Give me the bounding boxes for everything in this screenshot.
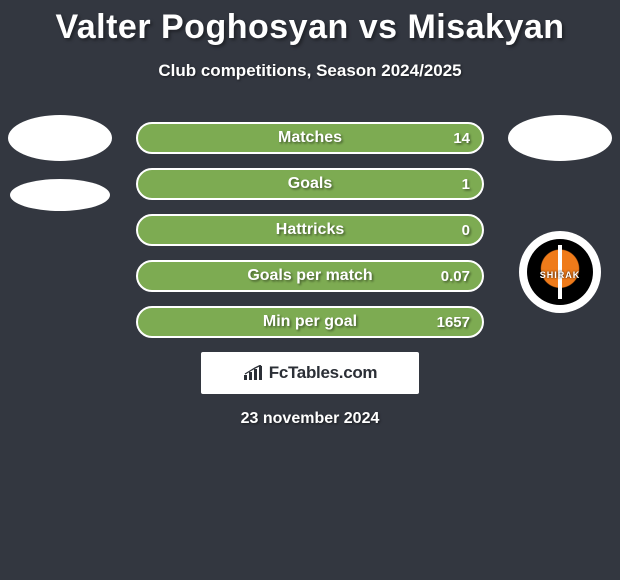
stat-label: Matches <box>278 129 342 147</box>
stat-bar: Goals 1 <box>136 168 484 200</box>
right-badge-1 <box>508 115 612 161</box>
left-badge-1 <box>8 115 112 161</box>
logo-text: FcTables.com <box>269 363 378 383</box>
stat-value: 0 <box>462 222 470 239</box>
left-badge-2 <box>10 179 110 211</box>
stat-value: 1657 <box>437 314 470 331</box>
stat-bar: Min per goal 1657 <box>136 306 484 338</box>
stat-bar: Hattricks 0 <box>136 214 484 246</box>
date-text: 23 november 2024 <box>0 410 620 428</box>
stat-value: 14 <box>453 130 470 147</box>
club-badge-text: SHIRAK <box>519 270 601 280</box>
right-badge-column: SHIRAK <box>508 115 612 313</box>
stat-label: Goals per match <box>247 267 372 285</box>
page-title: Valter Poghosyan vs Misakyan <box>0 0 620 47</box>
subtitle: Club competitions, Season 2024/2025 <box>0 61 620 81</box>
stat-bar: Matches 14 <box>136 122 484 154</box>
stat-bar: Goals per match 0.07 <box>136 260 484 292</box>
stat-value: 0.07 <box>441 268 470 285</box>
stat-bars: Matches 14 Goals 1 Hattricks 0 Goals per… <box>136 122 484 338</box>
site-logo[interactable]: FcTables.com <box>201 352 419 394</box>
stat-label: Goals <box>288 175 332 193</box>
club-badge: SHIRAK <box>519 231 601 313</box>
bar-chart-icon <box>243 365 263 381</box>
stat-value: 1 <box>462 176 470 193</box>
stat-label: Min per goal <box>263 313 357 331</box>
left-badge-column <box>8 115 112 211</box>
stat-label: Hattricks <box>276 221 344 239</box>
